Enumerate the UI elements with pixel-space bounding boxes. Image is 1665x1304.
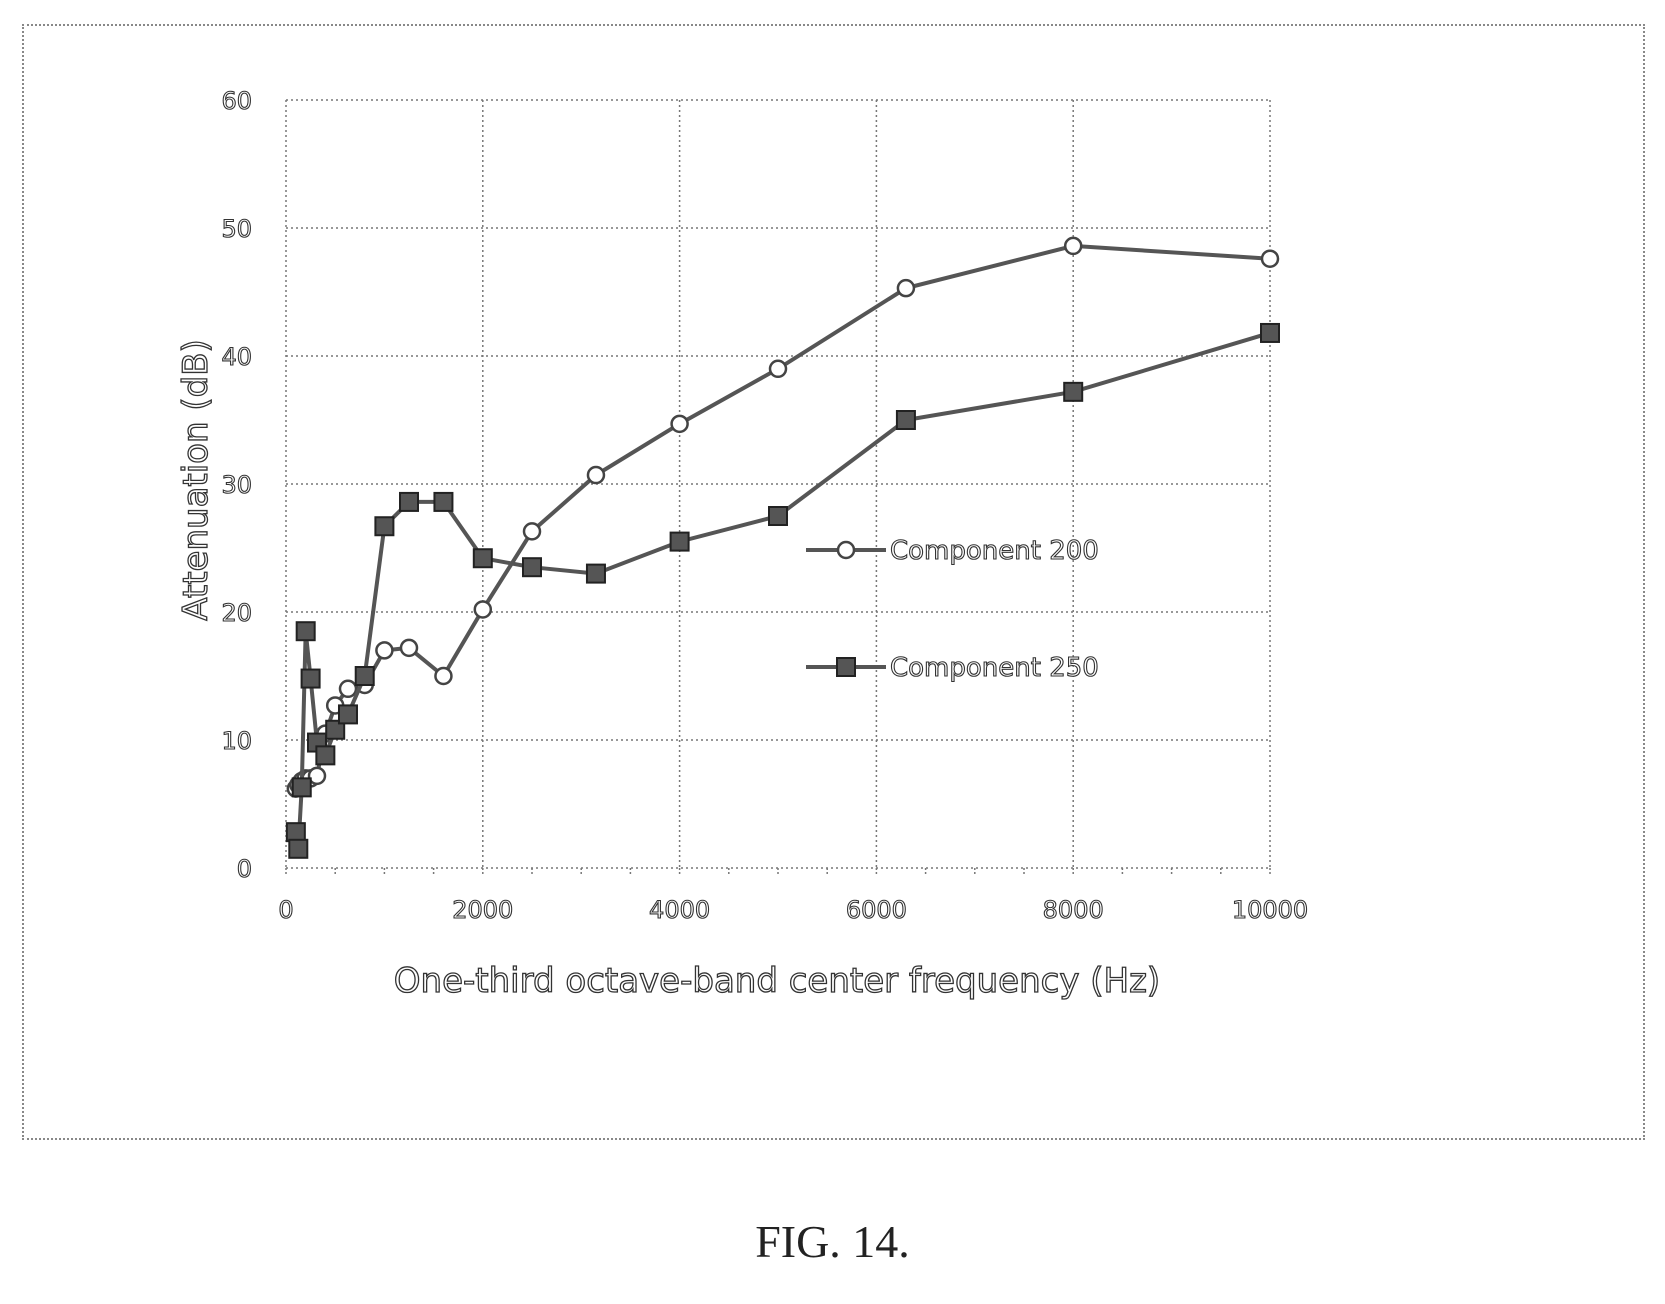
data-point <box>374 516 395 537</box>
data-point <box>768 506 788 526</box>
legend-item-2: Component 250 <box>806 652 1099 684</box>
series-layer <box>285 236 1280 859</box>
x-axis-title: One-third octave-band center frequency (… <box>394 961 1160 1001</box>
series-line <box>293 331 1271 850</box>
data-point <box>896 278 916 298</box>
chart-frame: 0 10 20 30 40 50 60 0 2000 4000 6000 8000 10000 Comp… <box>22 24 1645 1140</box>
y-tick-label: 20 <box>221 599 252 627</box>
y-tick-label: 40 <box>221 343 252 371</box>
data-point <box>895 410 916 430</box>
data-point <box>375 641 394 660</box>
x-tick-label: 2000 <box>452 896 513 924</box>
data-point <box>669 531 690 552</box>
tick-label-layer: 0 10 20 30 40 50 60 0 2000 4000 6000 8000 10000 <box>221 86 1309 924</box>
data-point <box>315 745 336 766</box>
legend-item-1: Component 200 <box>806 535 1099 567</box>
data-point <box>300 668 321 689</box>
data-point <box>288 838 309 859</box>
data-point <box>354 666 375 686</box>
grid-layer <box>285 99 1271 875</box>
data-point <box>670 414 689 434</box>
y-tick-label: 50 <box>221 215 252 243</box>
data-point <box>473 600 493 619</box>
data-point <box>337 704 358 725</box>
series-2 <box>285 322 1280 859</box>
y-tick-label: 30 <box>221 471 252 499</box>
y-tick-label: 60 <box>221 87 252 115</box>
legend-marker <box>836 540 856 560</box>
data-point <box>285 822 306 843</box>
data-point <box>338 679 358 699</box>
x-tick-label: 8000 <box>1043 896 1104 924</box>
legend: Component 200 Component 250 <box>806 535 1099 684</box>
x-tick-label: 6000 <box>846 896 907 924</box>
data-point <box>1260 322 1280 343</box>
data-point <box>1063 381 1084 402</box>
data-point <box>585 563 606 584</box>
data-point <box>307 766 327 786</box>
legend-marker <box>836 657 856 677</box>
x-tick-label: 0 <box>278 896 293 924</box>
data-point <box>768 359 788 379</box>
legend-label: Component 200 <box>890 536 1099 566</box>
x-tick-label: 4000 <box>649 896 710 924</box>
data-point <box>399 638 419 658</box>
y-tick-label: 0 <box>237 855 252 883</box>
data-point <box>325 719 346 740</box>
data-point <box>586 465 606 485</box>
data-point <box>433 491 454 512</box>
figure-caption: FIG. 14. <box>755 1216 910 1267</box>
legend-label: Component 250 <box>890 653 1099 683</box>
attenuation-chart: 0 10 20 30 40 50 60 0 2000 4000 6000 8000 10000 Comp… <box>175 86 1309 1001</box>
data-point <box>295 621 316 642</box>
y-tick-label: 10 <box>221 727 252 755</box>
data-point <box>399 491 419 512</box>
data-point <box>472 548 493 569</box>
data-point <box>291 777 312 798</box>
data-point <box>1063 236 1083 256</box>
data-point <box>1260 249 1280 268</box>
data-point <box>522 522 542 541</box>
x-tick-label: 10000 <box>1232 896 1308 924</box>
y-axis-title: Attenuation (dB) <box>176 339 216 621</box>
data-point <box>434 666 453 686</box>
data-point <box>522 557 542 578</box>
